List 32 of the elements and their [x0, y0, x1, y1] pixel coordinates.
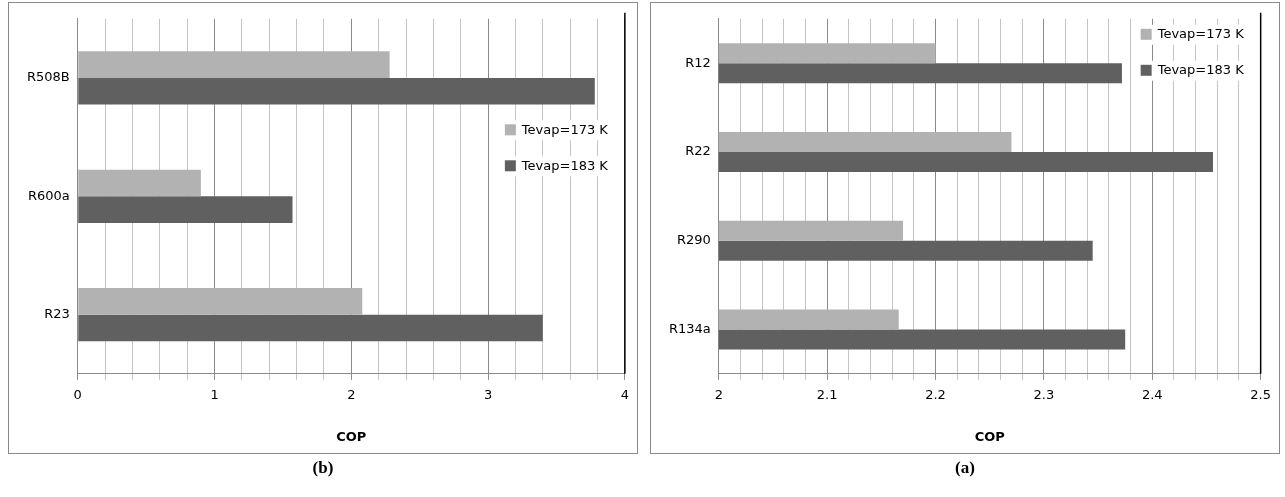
bar: [78, 77, 595, 105]
bar: [78, 51, 390, 78]
text: (a): [954, 458, 976, 478]
bar: [78, 169, 201, 197]
legend-label: Tevap=173 K: [520, 121, 609, 137]
bar: [78, 314, 543, 342]
bar: [78, 288, 363, 315]
x-tick-label: 2: [714, 386, 723, 402]
x-tick-label: 1: [210, 386, 219, 402]
legend-label: Tevap=183 K: [520, 157, 609, 173]
y-tick-label: R22: [685, 143, 711, 159]
legend-label: Tevap=183 K: [1156, 62, 1245, 78]
x-axis-title: COP: [336, 428, 367, 444]
x-tick-label: 4: [620, 386, 630, 402]
y-tick-label: R23: [44, 306, 70, 322]
y-tick-label: R508B: [27, 69, 70, 85]
y-tick-label: R600a: [27, 187, 70, 203]
x-tick-label: 3: [483, 386, 493, 402]
text: (b): [311, 458, 335, 478]
x-tick-label: 2: [347, 386, 356, 402]
x-tick-label: 2.4: [1141, 386, 1163, 402]
bar: [78, 196, 293, 223]
y-tick-label: R12: [685, 54, 711, 70]
x-axis-title: COP: [974, 428, 1005, 444]
x-tick-label: 2.1: [816, 386, 838, 402]
x-tick-label: 2.2: [925, 386, 946, 402]
x-tick-label: 2.5: [1250, 386, 1272, 402]
legend-label: Tevap=173 K: [1156, 26, 1245, 42]
x-tick-label: 0: [73, 386, 82, 402]
x-tick-label: 2.3: [1033, 386, 1055, 402]
y-tick-label: R290: [676, 232, 711, 248]
y-tick-label: R134a: [669, 320, 711, 336]
